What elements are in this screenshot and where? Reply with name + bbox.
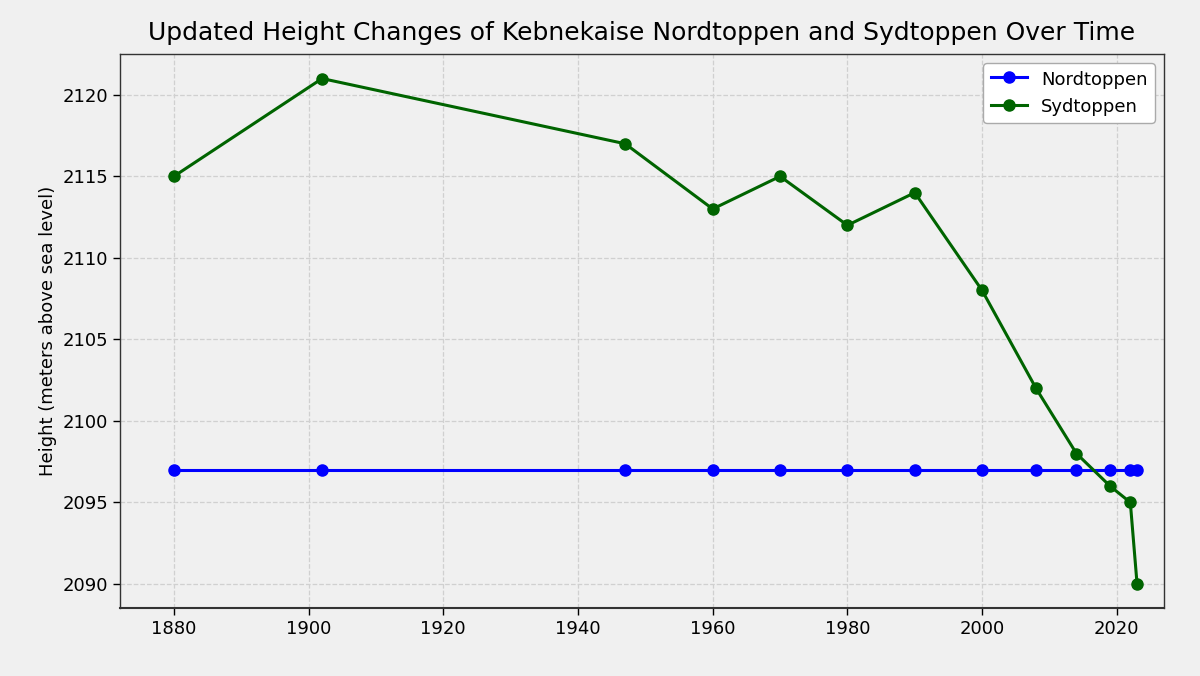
Nordtoppen xyxy=(167,466,181,474)
Nordtoppen xyxy=(1130,466,1145,474)
Nordtoppen xyxy=(706,466,720,474)
Sydtoppen xyxy=(618,140,632,148)
Sydtoppen xyxy=(1103,482,1117,490)
Nordtoppen xyxy=(907,466,922,474)
Sydtoppen xyxy=(314,74,329,82)
Sydtoppen xyxy=(1130,580,1145,588)
Nordtoppen xyxy=(1123,466,1138,474)
Sydtoppen xyxy=(706,205,720,213)
Sydtoppen xyxy=(167,172,181,180)
Legend: Nordtoppen, Sydtoppen: Nordtoppen, Sydtoppen xyxy=(984,63,1154,123)
Nordtoppen xyxy=(618,466,632,474)
Nordtoppen xyxy=(974,466,989,474)
Line: Sydtoppen: Sydtoppen xyxy=(168,73,1142,589)
Sydtoppen xyxy=(1069,450,1084,458)
Nordtoppen xyxy=(840,466,854,474)
Nordtoppen xyxy=(1069,466,1084,474)
Sydtoppen xyxy=(907,189,922,197)
Y-axis label: Height (meters above sea level): Height (meters above sea level) xyxy=(38,186,56,477)
Sydtoppen xyxy=(773,172,787,180)
Sydtoppen xyxy=(840,221,854,229)
Sydtoppen xyxy=(1123,498,1138,506)
Nordtoppen xyxy=(1103,466,1117,474)
Line: Nordtoppen: Nordtoppen xyxy=(168,464,1142,475)
Title: Updated Height Changes of Kebnekaise Nordtoppen and Sydtoppen Over Time: Updated Height Changes of Kebnekaise Nor… xyxy=(149,21,1135,45)
Nordtoppen xyxy=(773,466,787,474)
Nordtoppen xyxy=(314,466,329,474)
Sydtoppen xyxy=(1028,384,1043,392)
Nordtoppen xyxy=(1028,466,1043,474)
Sydtoppen xyxy=(974,287,989,295)
